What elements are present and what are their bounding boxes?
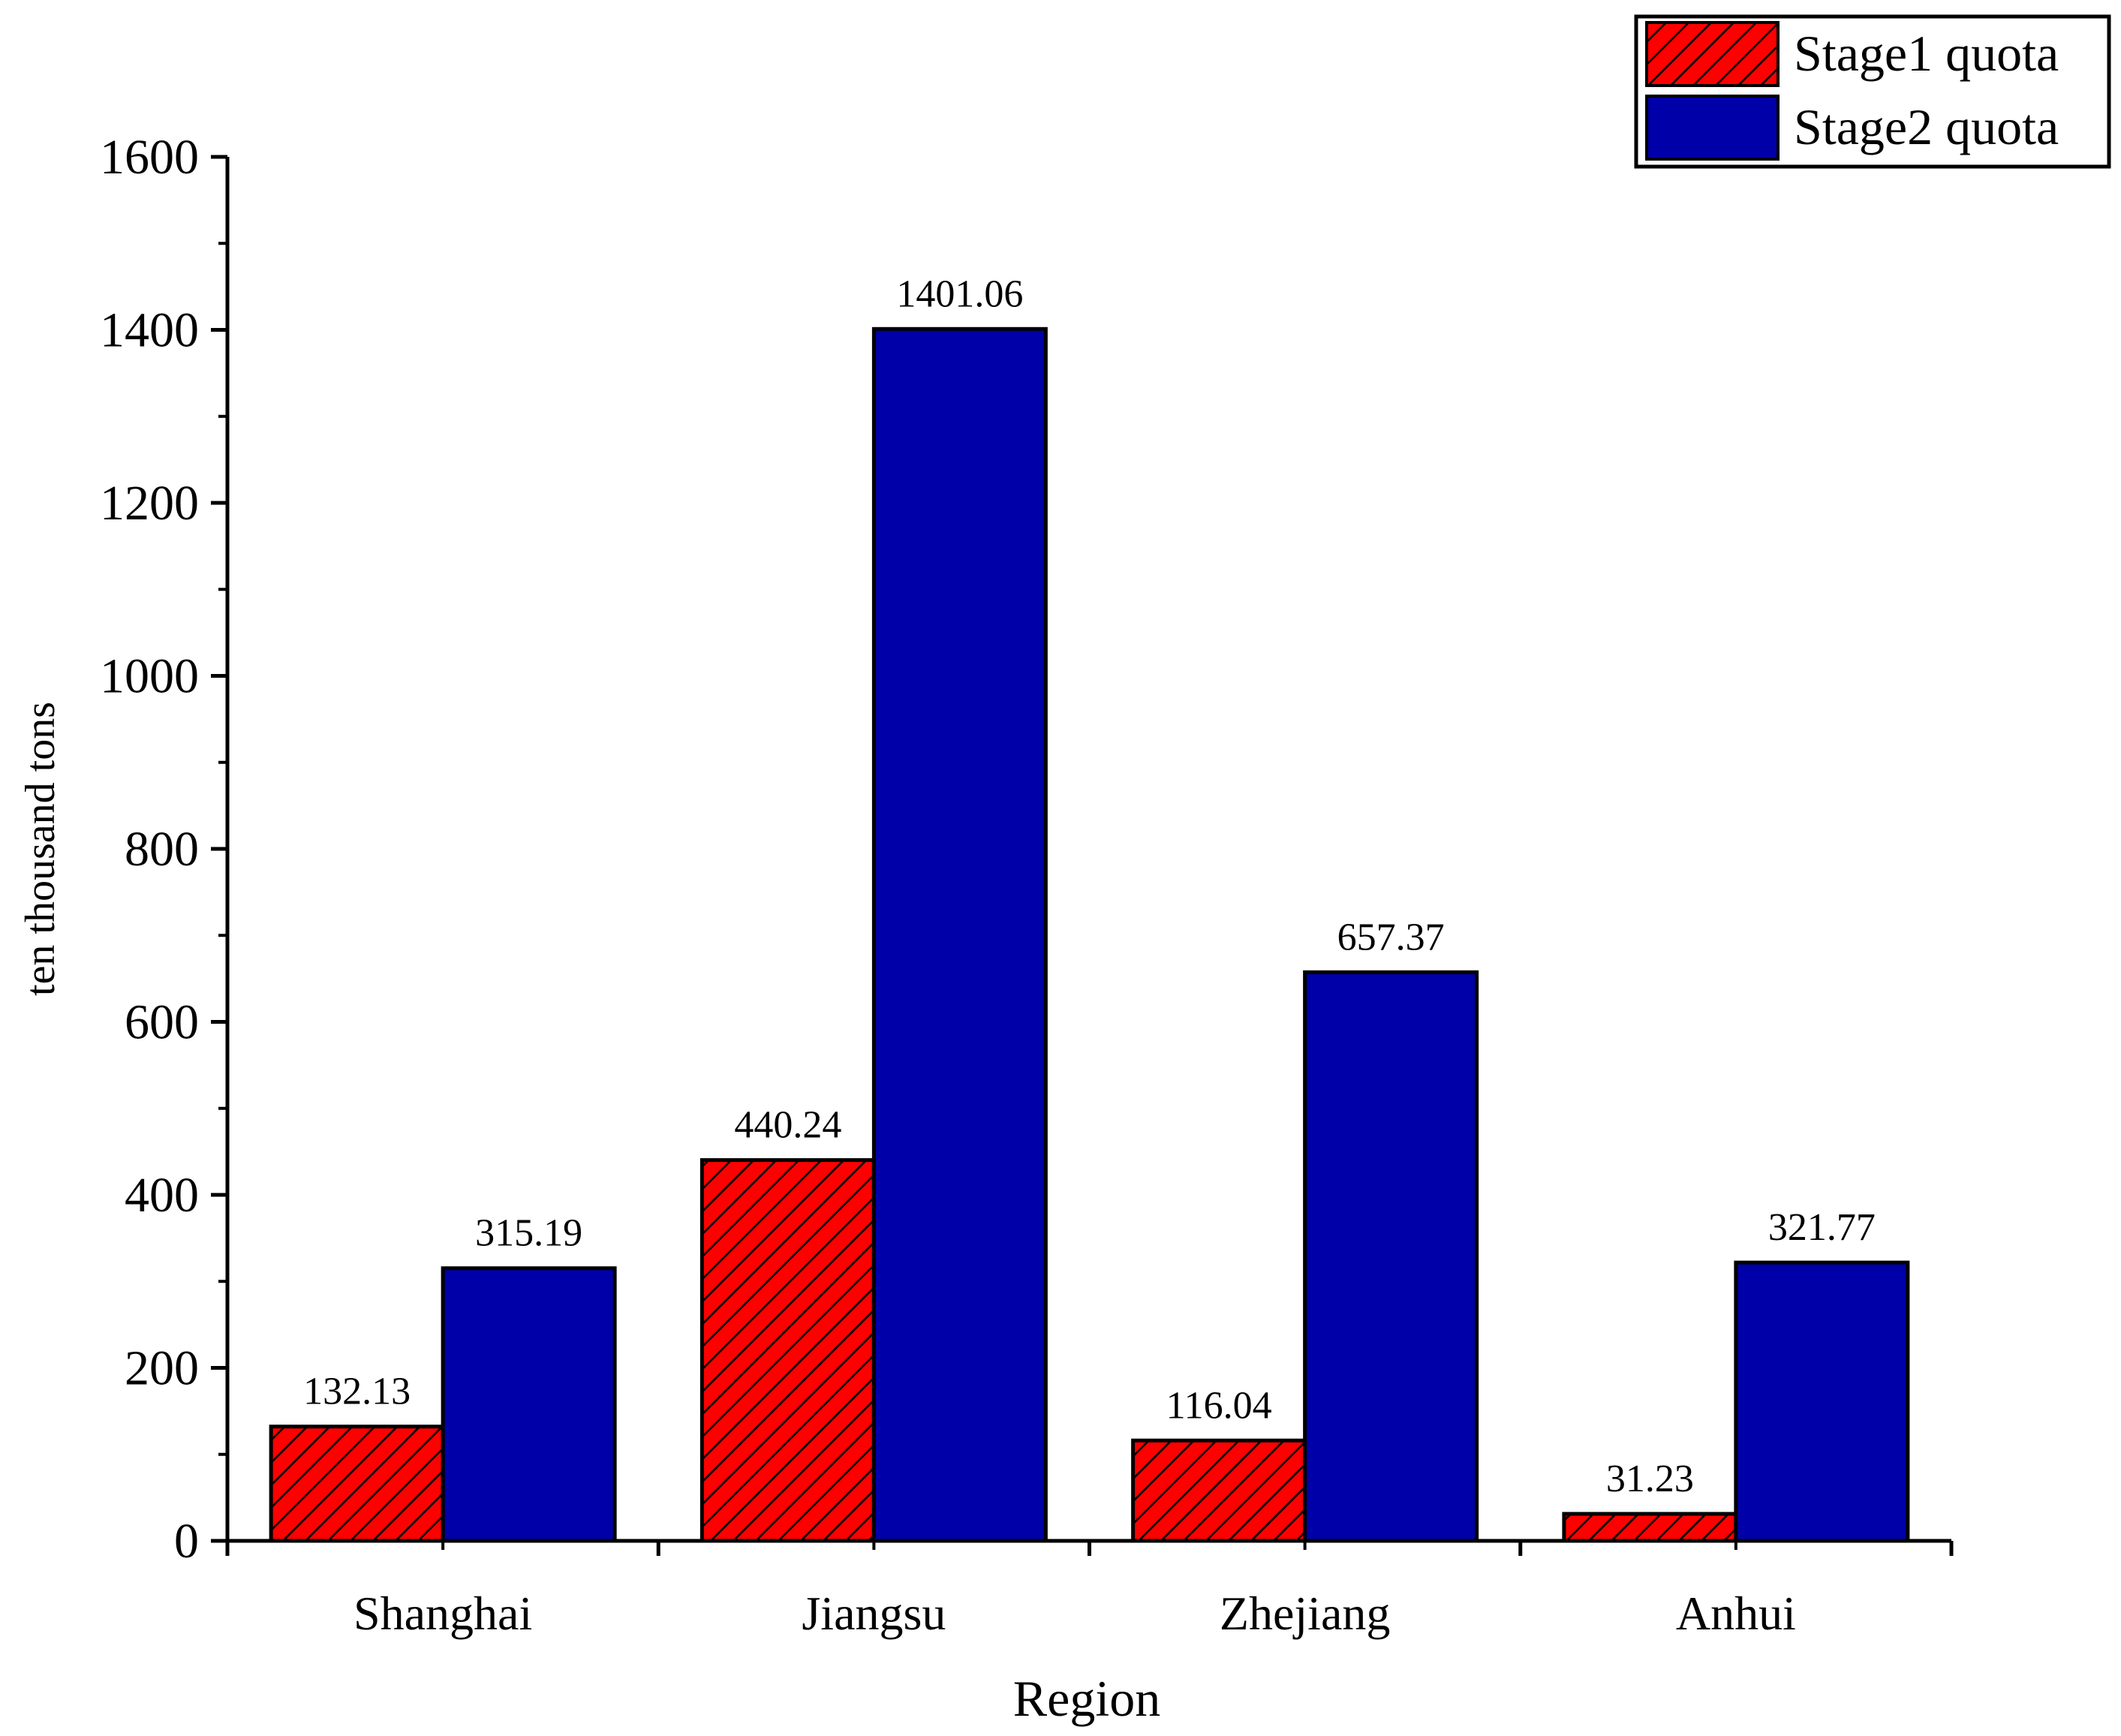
data-label: 657.37 — [1337, 916, 1445, 958]
legend-label-1: Stage1 quota — [1794, 25, 2059, 82]
labels: 132.13 315.19 Shanghai 440.24 1401.06 Jiangsu… — [17, 130, 1876, 1727]
bar-1-zhejiang — [1131, 1438, 1307, 1543]
bar-2-jiangsu — [871, 326, 1048, 1543]
x-tick-label: Anhui — [1676, 1587, 1796, 1640]
axes — [211, 155, 1954, 1556]
y-tick-label: 0 — [174, 1514, 199, 1569]
x-tick-label: Zhejiang — [1220, 1587, 1390, 1640]
bar-2-anhui — [1734, 1260, 1910, 1543]
data-label: 440.24 — [734, 1104, 841, 1147]
y-tick-label: 1200 — [100, 476, 199, 531]
bar-2-shanghai — [441, 1266, 617, 1543]
bar-1-shanghai — [269, 1425, 445, 1543]
bar-1-jiangsu — [699, 1158, 876, 1543]
y-tick-label: 200 — [125, 1341, 199, 1396]
legend-label-2: Stage2 quota — [1794, 98, 2059, 155]
y-tick-label: 600 — [125, 995, 199, 1050]
data-label: 132.13 — [303, 1370, 411, 1413]
y-axis-title: ten thousand tons — [17, 702, 64, 996]
bars — [269, 326, 1910, 1543]
x-tick-label: Shanghai — [354, 1587, 532, 1640]
legend-swatch-2 — [1645, 95, 1780, 161]
legend: Stage1 quota Stage2 quota — [1634, 14, 2111, 169]
y-tick-label: 800 — [125, 822, 199, 877]
data-label: 31.23 — [1606, 1458, 1694, 1500]
data-label: 1401.06 — [896, 272, 1023, 315]
y-tick-label: 1000 — [100, 649, 199, 704]
bar-2-zhejiang — [1303, 970, 1479, 1543]
y-tick-label: 1600 — [100, 130, 199, 185]
y-tick-label: 1400 — [100, 303, 199, 358]
legend-swatch-1 — [1645, 21, 1780, 87]
y-tick-label: 400 — [125, 1168, 199, 1223]
data-label: 321.77 — [1768, 1206, 1876, 1249]
x-axis-title: Region — [1013, 1670, 1160, 1727]
data-label: 315.19 — [475, 1212, 582, 1255]
bar-1-anhui — [1562, 1512, 1738, 1543]
data-label: 116.04 — [1166, 1384, 1272, 1427]
x-tick-label: Jiangsu — [802, 1587, 946, 1640]
